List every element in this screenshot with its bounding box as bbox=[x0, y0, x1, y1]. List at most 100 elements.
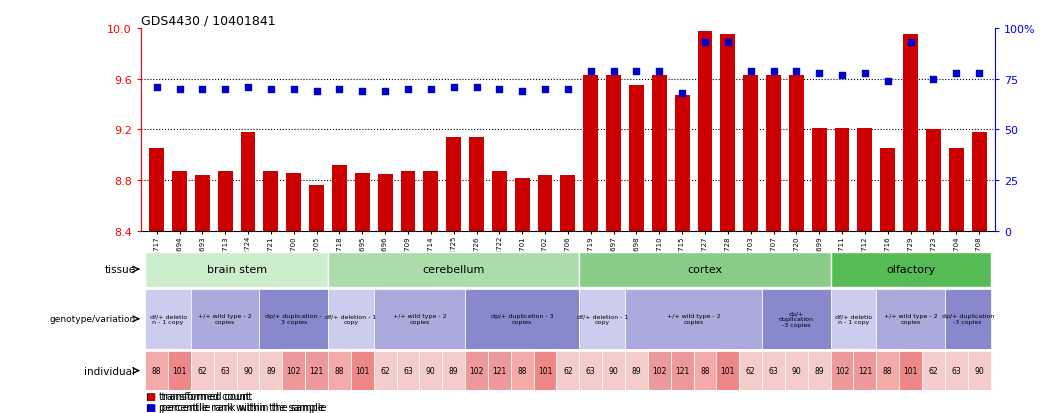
Bar bbox=[853, 351, 876, 390]
Text: 88: 88 bbox=[152, 366, 162, 375]
Bar bbox=[903, 35, 918, 231]
Text: 90: 90 bbox=[426, 366, 436, 375]
Text: 63: 63 bbox=[586, 366, 596, 375]
Bar bbox=[880, 149, 895, 231]
Point bbox=[765, 68, 782, 75]
Text: 90: 90 bbox=[974, 366, 984, 375]
Text: 90: 90 bbox=[792, 366, 801, 375]
Bar bbox=[717, 351, 739, 390]
Point bbox=[605, 68, 622, 75]
Text: 101: 101 bbox=[355, 366, 370, 375]
Bar bbox=[259, 289, 328, 349]
Text: 90: 90 bbox=[243, 366, 253, 375]
Text: 101: 101 bbox=[903, 366, 918, 375]
Text: 62: 62 bbox=[198, 366, 207, 375]
Bar bbox=[400, 172, 416, 231]
Point bbox=[697, 40, 714, 46]
Point bbox=[354, 88, 371, 95]
Point bbox=[491, 86, 507, 93]
Text: +/+ wild type - 2
copies: +/+ wild type - 2 copies bbox=[667, 313, 720, 325]
Bar bbox=[945, 289, 991, 349]
Text: +/+ wild type - 2
copies: +/+ wild type - 2 copies bbox=[884, 313, 938, 325]
Text: 63: 63 bbox=[951, 366, 961, 375]
Bar bbox=[305, 351, 328, 390]
Point bbox=[674, 90, 691, 97]
Bar bbox=[446, 138, 461, 231]
Bar bbox=[652, 76, 667, 231]
Bar bbox=[830, 252, 991, 287]
Bar bbox=[538, 176, 552, 231]
Bar bbox=[766, 76, 780, 231]
Point bbox=[925, 76, 942, 83]
Point bbox=[879, 78, 896, 85]
Point bbox=[788, 68, 804, 75]
Text: 63: 63 bbox=[220, 366, 230, 375]
Point bbox=[263, 86, 279, 93]
Text: cortex: cortex bbox=[688, 264, 722, 275]
Bar bbox=[328, 289, 374, 349]
Bar bbox=[241, 133, 255, 231]
Bar bbox=[282, 351, 305, 390]
Bar bbox=[214, 351, 237, 390]
Bar bbox=[168, 351, 191, 390]
Bar bbox=[949, 149, 964, 231]
Point bbox=[308, 88, 325, 95]
Bar bbox=[785, 351, 808, 390]
Bar bbox=[172, 172, 187, 231]
Bar bbox=[465, 289, 579, 349]
Bar bbox=[830, 351, 853, 390]
Text: ■  percentile rank within the sample: ■ percentile rank within the sample bbox=[146, 402, 326, 412]
Text: +/+ wild type - 2
copies: +/+ wild type - 2 copies bbox=[198, 313, 252, 325]
Text: ■  transformed count: ■ transformed count bbox=[146, 392, 252, 401]
Text: 88: 88 bbox=[700, 366, 710, 375]
Bar bbox=[488, 351, 511, 390]
Bar bbox=[694, 351, 717, 390]
Point bbox=[468, 84, 485, 91]
Bar bbox=[561, 176, 575, 231]
Text: 89: 89 bbox=[449, 366, 458, 375]
Point bbox=[971, 70, 988, 77]
Text: 121: 121 bbox=[492, 366, 506, 375]
Text: 88: 88 bbox=[518, 366, 527, 375]
Bar bbox=[762, 289, 830, 349]
Bar bbox=[465, 351, 488, 390]
Point bbox=[857, 70, 873, 77]
Bar bbox=[332, 166, 347, 231]
Bar bbox=[606, 76, 621, 231]
Text: 62: 62 bbox=[380, 366, 390, 375]
Bar bbox=[876, 289, 945, 349]
Text: 101: 101 bbox=[172, 366, 187, 375]
Bar bbox=[328, 351, 351, 390]
Text: dp/+ duplication - 3
copies: dp/+ duplication - 3 copies bbox=[491, 313, 553, 325]
Bar bbox=[579, 252, 830, 287]
Bar bbox=[264, 172, 278, 231]
Text: 63: 63 bbox=[403, 366, 413, 375]
Text: 89: 89 bbox=[815, 366, 824, 375]
Text: 102: 102 bbox=[835, 366, 849, 375]
Bar bbox=[789, 76, 803, 231]
Point bbox=[811, 70, 827, 77]
Text: 102: 102 bbox=[652, 366, 667, 375]
Point bbox=[560, 86, 576, 93]
Text: GDS4430 / 10401841: GDS4430 / 10401841 bbox=[141, 15, 275, 28]
Bar bbox=[556, 351, 579, 390]
Bar bbox=[145, 351, 168, 390]
Point bbox=[719, 40, 736, 46]
Bar bbox=[945, 351, 968, 390]
Text: 62: 62 bbox=[563, 366, 573, 375]
Text: 88: 88 bbox=[334, 366, 344, 375]
Point bbox=[377, 88, 394, 95]
Point bbox=[948, 70, 965, 77]
Bar bbox=[191, 351, 214, 390]
Text: 121: 121 bbox=[675, 366, 689, 375]
Point bbox=[582, 68, 599, 75]
Text: +/+ wild type - 2
copies: +/+ wild type - 2 copies bbox=[393, 313, 446, 325]
Text: 63: 63 bbox=[769, 366, 778, 375]
Point bbox=[194, 86, 210, 93]
Point bbox=[742, 68, 759, 75]
Bar bbox=[191, 289, 259, 349]
Bar bbox=[511, 351, 534, 390]
Point bbox=[651, 68, 668, 75]
Text: individual: individual bbox=[84, 366, 135, 376]
Text: 62: 62 bbox=[746, 366, 755, 375]
